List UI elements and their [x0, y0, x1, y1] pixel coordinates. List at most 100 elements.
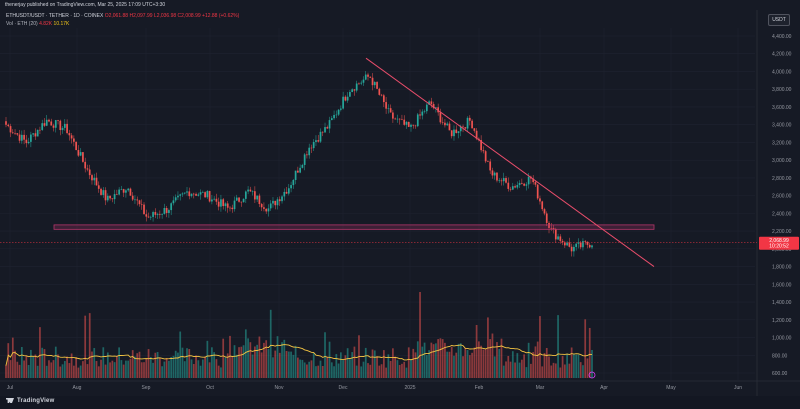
- volume-bar: [324, 332, 326, 378]
- volume-bar: [480, 345, 482, 378]
- volume-bar: [235, 354, 238, 378]
- y-tick-label: 3,600.00: [772, 105, 792, 111]
- candle-body: [172, 200, 175, 204]
- candle-body: [131, 195, 134, 200]
- candle-body: [373, 82, 376, 86]
- volume-bar: [168, 360, 170, 378]
- volume-bar: [530, 363, 532, 378]
- candle-body: [91, 175, 93, 181]
- candle-body: [382, 95, 385, 103]
- price-tag: [759, 236, 799, 250]
- candle-body: [521, 182, 523, 184]
- volume-bar: [577, 354, 580, 378]
- candle-body: [66, 123, 68, 134]
- volume-bar: [459, 343, 462, 378]
- volume-bar: [158, 357, 161, 378]
- volume-bar: [335, 353, 338, 378]
- candle-body: [419, 114, 421, 116]
- volume-bar: [131, 350, 134, 378]
- currency-button[interactable]: USDT: [768, 14, 790, 26]
- candle-body: [70, 135, 73, 139]
- candle-body: [489, 161, 492, 171]
- candle-body: [263, 207, 265, 209]
- candle-body: [267, 208, 270, 212]
- volume-bar: [496, 342, 498, 378]
- volume-bar: [179, 331, 182, 378]
- candle-body: [224, 203, 227, 207]
- candle-body: [369, 76, 372, 78]
- volume-bar: [204, 356, 206, 378]
- candle-body: [183, 192, 186, 194]
- candle-body: [444, 122, 446, 126]
- legend-volume-label[interactable]: Vol · ETH (20): [6, 21, 38, 27]
- volume-bar: [50, 362, 53, 378]
- volume-bar: [63, 361, 66, 378]
- y-tick-label: 4,000.00: [772, 69, 792, 75]
- volume-bar: [559, 367, 562, 378]
- candle-body: [473, 128, 476, 131]
- candle-body: [188, 191, 191, 197]
- candle-body: [500, 180, 503, 182]
- volume-bar: [407, 347, 410, 378]
- candle-body: [344, 96, 347, 101]
- candle-body: [34, 133, 37, 137]
- candle-body: [52, 125, 55, 128]
- volume-bar: [258, 336, 261, 378]
- candle-body: [211, 199, 213, 202]
- volume-bar: [52, 360, 55, 378]
- event-marker: [588, 371, 596, 379]
- candle-body: [459, 126, 462, 132]
- candle-body: [484, 151, 487, 162]
- candle-body: [104, 190, 107, 201]
- candle-body: [496, 172, 498, 181]
- candle-body: [154, 212, 157, 215]
- candle-body: [45, 119, 48, 126]
- candle-body: [577, 242, 580, 244]
- y-tick-label: 2,000.00: [772, 247, 792, 253]
- volume-bar: [113, 362, 116, 378]
- volume-bar: [102, 347, 105, 378]
- volume-bar: [233, 345, 236, 378]
- y-tick-label: 2,400.00: [772, 211, 792, 217]
- volume-bar: [405, 367, 408, 378]
- candle-body: [502, 178, 505, 182]
- candle-body: [559, 236, 562, 241]
- volume-bar: [471, 352, 473, 378]
- candle-body: [265, 208, 268, 212]
- volume-bar: [532, 352, 535, 378]
- candle-body: [423, 111, 426, 112]
- volume-bar: [269, 309, 272, 378]
- volume-bar: [226, 353, 229, 378]
- candle-body: [389, 108, 392, 113]
- volume-bar: [557, 315, 559, 378]
- volume-bar: [224, 357, 227, 378]
- candle-body: [299, 167, 301, 173]
- candle-body: [213, 198, 216, 200]
- volume-bar: [20, 347, 23, 378]
- candle-body: [396, 118, 399, 120]
- volume-bar: [419, 292, 421, 378]
- volume-bar: [147, 349, 150, 378]
- candle-body: [240, 201, 243, 203]
- legend-symbol[interactable]: ETHUSDT/USDT · TETHER · 1D · COINEX: [6, 13, 104, 19]
- candle-body: [498, 180, 501, 182]
- candle-body: [554, 229, 557, 240]
- candle-body: [475, 130, 478, 139]
- volume-bar: [328, 341, 331, 378]
- candle-body: [453, 129, 455, 137]
- volume-bar: [77, 367, 80, 378]
- volume-bar: [396, 360, 399, 378]
- candle-body: [11, 132, 14, 134]
- candle-body: [414, 125, 417, 127]
- candle-body: [73, 138, 75, 142]
- volume-bar: [306, 364, 308, 378]
- volume-bar: [385, 367, 387, 378]
- x-tick-label: Jun: [734, 385, 742, 391]
- volume-bar: [516, 353, 519, 378]
- volume-bar: [220, 367, 222, 378]
- volume-bar: [308, 361, 311, 378]
- volume-bar: [507, 355, 510, 378]
- volume-bar: [403, 361, 406, 378]
- candle-body: [523, 183, 525, 186]
